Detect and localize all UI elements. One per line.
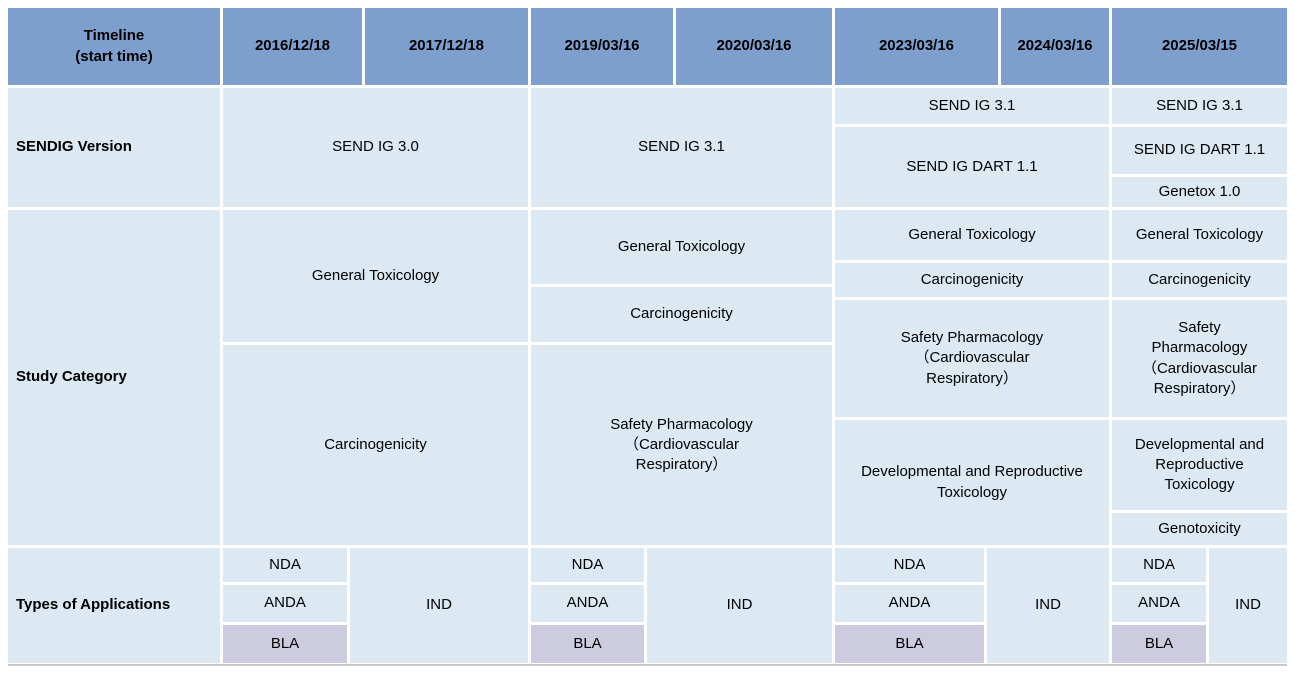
study-cell-2025-dart: Developmental and Reproductive Toxicolog… (1112, 420, 1287, 510)
study-cell-2023-dart: Developmental and Reproductive Toxicolog… (835, 420, 1109, 545)
study-cell-2019-safety-pharmacology: Safety Pharmacology （Cardiovascular Resp… (531, 345, 832, 545)
row-label-sendig-version: SENDIG Version (8, 88, 220, 207)
sendig-timeline-table: Timeline (start time) 2016/12/18 2017/12… (8, 8, 1287, 663)
study-cell-2025-genotoxicity: Genotoxicity (1112, 513, 1287, 545)
apps-cell-2020-ind: IND (647, 548, 832, 663)
sendig-cell-2025-dart: SEND IG DART 1.1 (1112, 127, 1287, 174)
header-date-2025-03-15: 2025/03/15 (1112, 8, 1287, 85)
header-date-2023-03-16: 2023/03/16 (835, 8, 998, 85)
study-cell-2025-carcinogenicity: Carcinogenicity (1112, 263, 1287, 297)
apps-cell-2025-anda: ANDA (1112, 585, 1206, 622)
row-label-study-category: Study Category (8, 210, 220, 545)
header-date-2016-12-18: 2016/12/18 (223, 8, 362, 85)
sendig-cell-2019-2020: SEND IG 3.1 (531, 88, 832, 207)
apps-cell-2019-bla: BLA (531, 625, 644, 663)
header-date-2017-12-18: 2017/12/18 (365, 8, 528, 85)
study-cell-2016-carcinogenicity: Carcinogenicity (223, 345, 528, 545)
apps-cell-2025-nda: NDA (1112, 548, 1206, 582)
apps-cell-2024-ind: IND (987, 548, 1109, 663)
sendig-cell-2016-2017: SEND IG 3.0 (223, 88, 528, 207)
sendig-cell-2025-ig31: SEND IG 3.1 (1112, 88, 1287, 124)
apps-cell-2016-anda: ANDA (223, 585, 347, 622)
header-timeline-label: Timeline (start time) (8, 8, 220, 85)
study-cell-2016-general-toxicology: General Toxicology (223, 210, 528, 342)
study-cell-2025-general-toxicology: General Toxicology (1112, 210, 1287, 260)
study-cell-2023-safety-pharmacology: Safety Pharmacology （Cardiovascular Resp… (835, 300, 1109, 417)
apps-cell-2023-anda: ANDA (835, 585, 984, 622)
apps-cell-2019-anda: ANDA (531, 585, 644, 622)
header-date-2024-03-16: 2024/03/16 (1001, 8, 1109, 85)
study-cell-2023-general-toxicology: General Toxicology (835, 210, 1109, 260)
apps-cell-2016-bla: BLA (223, 625, 347, 663)
apps-cell-2019-nda: NDA (531, 548, 644, 582)
study-cell-2019-general-toxicology: General Toxicology (531, 210, 832, 284)
study-cell-2023-carcinogenicity: Carcinogenicity (835, 263, 1109, 297)
study-cell-2019-carcinogenicity: Carcinogenicity (531, 287, 832, 342)
apps-cell-2025-ind: IND (1209, 548, 1287, 663)
apps-cell-2023-bla: BLA (835, 625, 984, 663)
apps-cell-2025-bla: BLA (1112, 625, 1206, 663)
sendig-cell-2025-genetox: Genetox 1.0 (1112, 177, 1287, 207)
apps-cell-2023-nda: NDA (835, 548, 984, 582)
header-date-2020-03-16: 2020/03/16 (676, 8, 832, 85)
study-cell-2025-safety-pharmacology: Safety Pharmacology （Cardiovascular Resp… (1112, 300, 1287, 417)
table-bottom-rule (8, 664, 1287, 666)
sendig-cell-2023-2024-ig31: SEND IG 3.1 (835, 88, 1109, 124)
header-date-2019-03-16: 2019/03/16 (531, 8, 673, 85)
row-label-types-of-applications: Types of Applications (8, 548, 220, 663)
apps-cell-2017-ind: IND (350, 548, 528, 663)
apps-cell-2016-nda: NDA (223, 548, 347, 582)
sendig-cell-2023-2024-dart: SEND IG DART 1.1 (835, 127, 1109, 207)
